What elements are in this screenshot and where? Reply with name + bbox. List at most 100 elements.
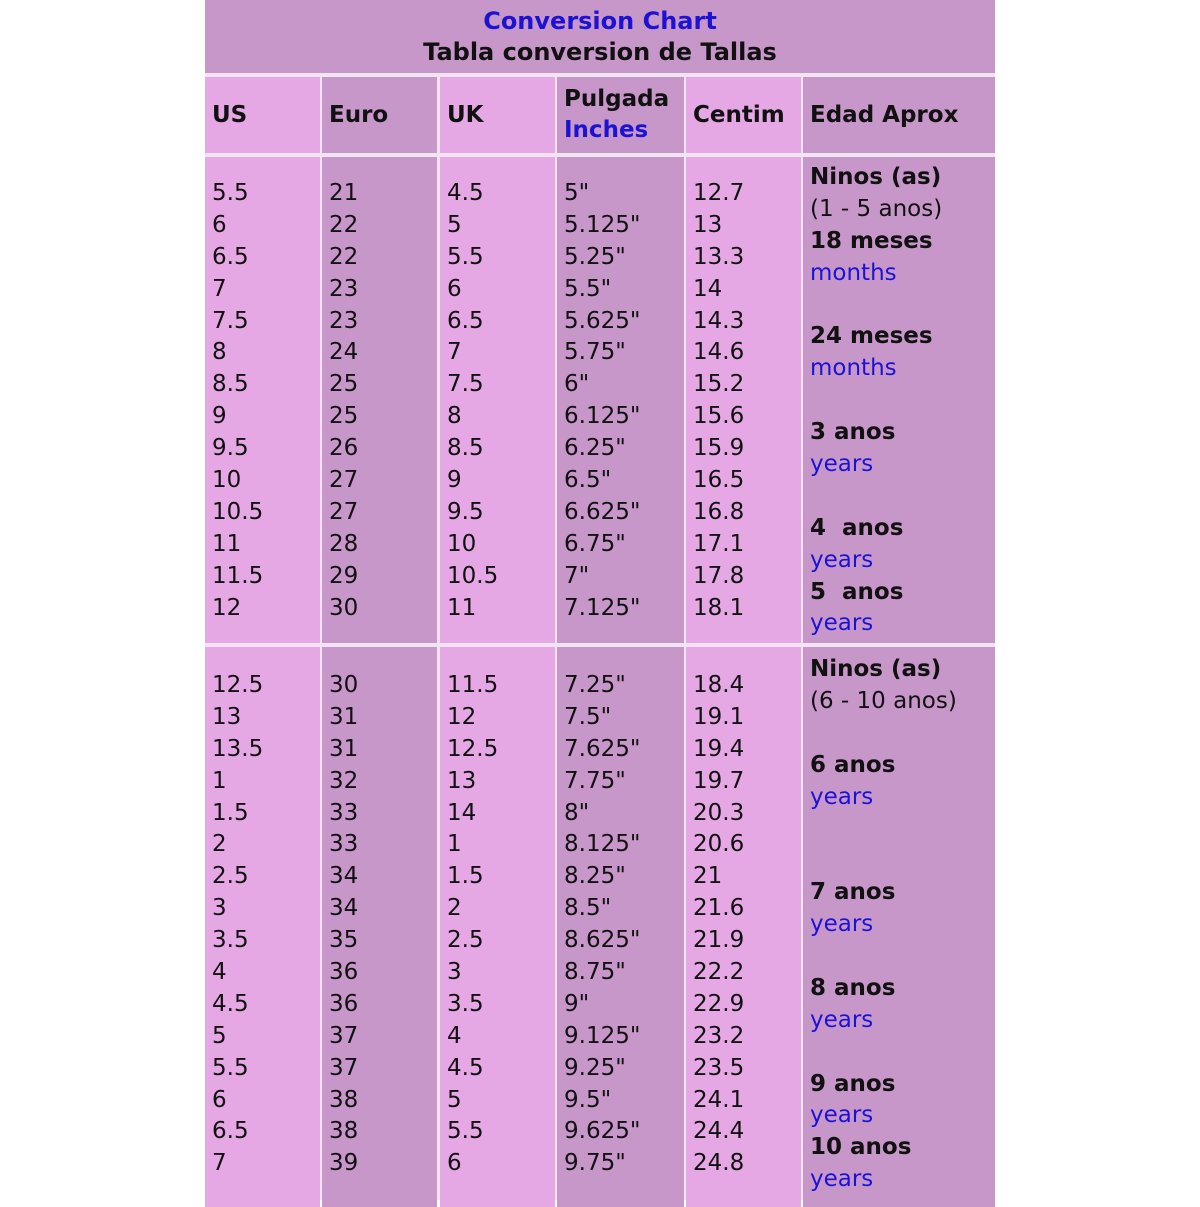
euro-value: 33 [329, 831, 359, 858]
header-inches: Pulgada Inches [557, 77, 684, 153]
inches-value: 8.25" [564, 863, 626, 890]
uk-value: 5.5 [447, 1118, 484, 1145]
us-value: 8.5 [212, 371, 249, 398]
centim-value: 17.1 [693, 530, 745, 557]
age-line [810, 845, 995, 877]
uk-value: 2.5 [447, 927, 484, 954]
us-value: 11.5 [212, 562, 264, 589]
age-line: 5 anos [810, 578, 904, 605]
euro-value: 35 [329, 927, 359, 954]
us-value: 10.5 [212, 498, 264, 525]
euro-value: 29 [329, 562, 359, 589]
age-line: months [810, 355, 897, 382]
euro-value: 31 [329, 735, 359, 762]
centim-value: 22.2 [693, 959, 745, 986]
inches-value: 5.25" [564, 243, 626, 270]
inches-value: 8.75" [564, 959, 626, 986]
section-1-uk-column: 4.5 5 5.5 6 6.5 7 7.5 8 8.5 9 9.5 10 10.5 11 [440, 157, 555, 643]
age-line [810, 813, 995, 845]
euro-value: 38 [329, 1118, 359, 1145]
uk-value: 3.5 [447, 990, 484, 1017]
inches-value: 7.125" [564, 594, 641, 621]
centim-value: 23.5 [693, 1054, 745, 1081]
centim-value: 22.9 [693, 990, 745, 1017]
us-value: 13.5 [212, 735, 264, 762]
header-age: Edad Aprox [803, 77, 995, 153]
us-value: 12 [212, 594, 242, 621]
age-line [810, 1037, 995, 1069]
header-label: Edad Aprox [810, 101, 959, 128]
section-1-us-column: 5.5 6 6.5 7 7.5 8 8.5 9 9.5 10 10.5 11 11.5 12 [205, 157, 320, 643]
euro-value: 37 [329, 1054, 359, 1081]
us-value: 7.5 [212, 307, 249, 334]
title-spanish: Tabla conversion de Tallas [423, 38, 777, 66]
us-value: 1 [212, 767, 227, 794]
centim-value: 15.9 [693, 435, 745, 462]
table-title: Conversion Chart Tabla conversion de Tal… [205, 0, 995, 73]
section-1-inches-column: 5" 5.125" 5.25" 5.5" 5.625" 5.75" 6" 6.125" 6.25… [557, 157, 684, 643]
us-value: 9 [212, 403, 227, 430]
size-conversion-table: Conversion Chart Tabla conversion de Tal… [205, 0, 995, 1207]
us-value: 4 [212, 959, 227, 986]
us-value: 9.5 [212, 435, 249, 462]
us-value: 7 [212, 275, 227, 302]
inches-value: 5.75" [564, 339, 626, 366]
us-value: 1.5 [212, 799, 249, 826]
us-value: 13 [212, 703, 242, 730]
age-line: years [810, 546, 874, 573]
age-line: (6 - 10 anos) [810, 687, 957, 714]
inches-value: 9" [564, 990, 590, 1017]
euro-value: 23 [329, 275, 359, 302]
euro-value: 34 [329, 895, 359, 922]
us-value: 2.5 [212, 863, 249, 890]
uk-value: 4 [447, 1022, 462, 1049]
euro-value: 27 [329, 467, 359, 494]
age-line: Ninos (as) [810, 164, 942, 190]
euro-value: 39 [329, 1150, 359, 1177]
centim-value: 20.6 [693, 831, 745, 858]
us-value: 8 [212, 339, 227, 366]
age-line: 10 anos [810, 1134, 912, 1161]
age-line: years [810, 1006, 874, 1033]
uk-value: 3 [447, 959, 462, 986]
uk-value: 6 [447, 1150, 462, 1177]
inches-value: 9.75" [564, 1150, 626, 1177]
centim-value: 15.6 [693, 403, 745, 430]
euro-value: 30 [329, 672, 359, 698]
us-value: 3 [212, 895, 227, 922]
euro-value: 36 [329, 990, 359, 1017]
age-line: months [810, 259, 897, 286]
centim-value: 21.9 [693, 927, 745, 954]
centim-value: 19.1 [693, 703, 745, 730]
centim-value: 13 [693, 211, 723, 238]
inches-value: 7.75" [564, 767, 626, 794]
inches-value: 8.125" [564, 831, 641, 858]
age-line: 4 anos [810, 514, 904, 541]
inches-value: 8.5" [564, 895, 612, 922]
euro-value: 31 [329, 703, 359, 730]
age-line: 9 anos [810, 1070, 896, 1097]
centim-value: 18.4 [693, 672, 745, 698]
euro-value: 37 [329, 1022, 359, 1049]
uk-value: 2 [447, 895, 462, 922]
centim-value: 15.2 [693, 371, 745, 398]
uk-value: 5 [447, 211, 462, 238]
us-value: 5 [212, 1022, 227, 1049]
centim-value: 14.6 [693, 339, 745, 366]
euro-value: 22 [329, 211, 359, 238]
section-2-euro-column: 30 31 31 32 33 33 34 34 35 36 36 37 37 38 38 39 [322, 647, 437, 1207]
inches-value: 7" [564, 562, 590, 589]
inches-value: 8" [564, 799, 590, 826]
inches-value: 5.125" [564, 211, 641, 238]
us-value: 6 [212, 211, 227, 238]
euro-value: 30 [329, 594, 359, 621]
uk-value: 5.5 [447, 243, 484, 270]
uk-value: 1 [447, 831, 462, 858]
inches-value: 5.5" [564, 275, 612, 302]
centim-value: 21 [693, 863, 723, 890]
euro-value: 23 [329, 307, 359, 334]
age-line: 18 meses [810, 227, 933, 254]
inches-value: 6.5" [564, 467, 612, 494]
age-line [810, 290, 995, 322]
euro-value: 28 [329, 530, 359, 557]
